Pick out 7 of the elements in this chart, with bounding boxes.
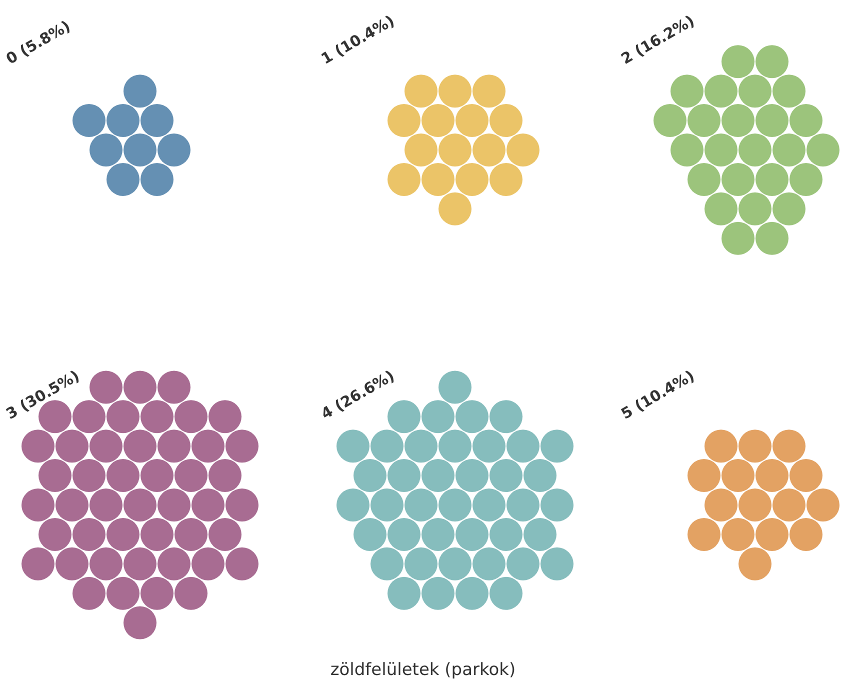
category-label: 3 (3, 402, 22, 423)
category-label: 1 (318, 47, 336, 68)
text: zöldfelületek (parkok) (329, 660, 517, 680)
category-label: 2 (618, 47, 636, 68)
category-label: 0 (3, 47, 22, 68)
category-label: 4 (318, 402, 336, 423)
category-label: 5 (618, 402, 636, 423)
